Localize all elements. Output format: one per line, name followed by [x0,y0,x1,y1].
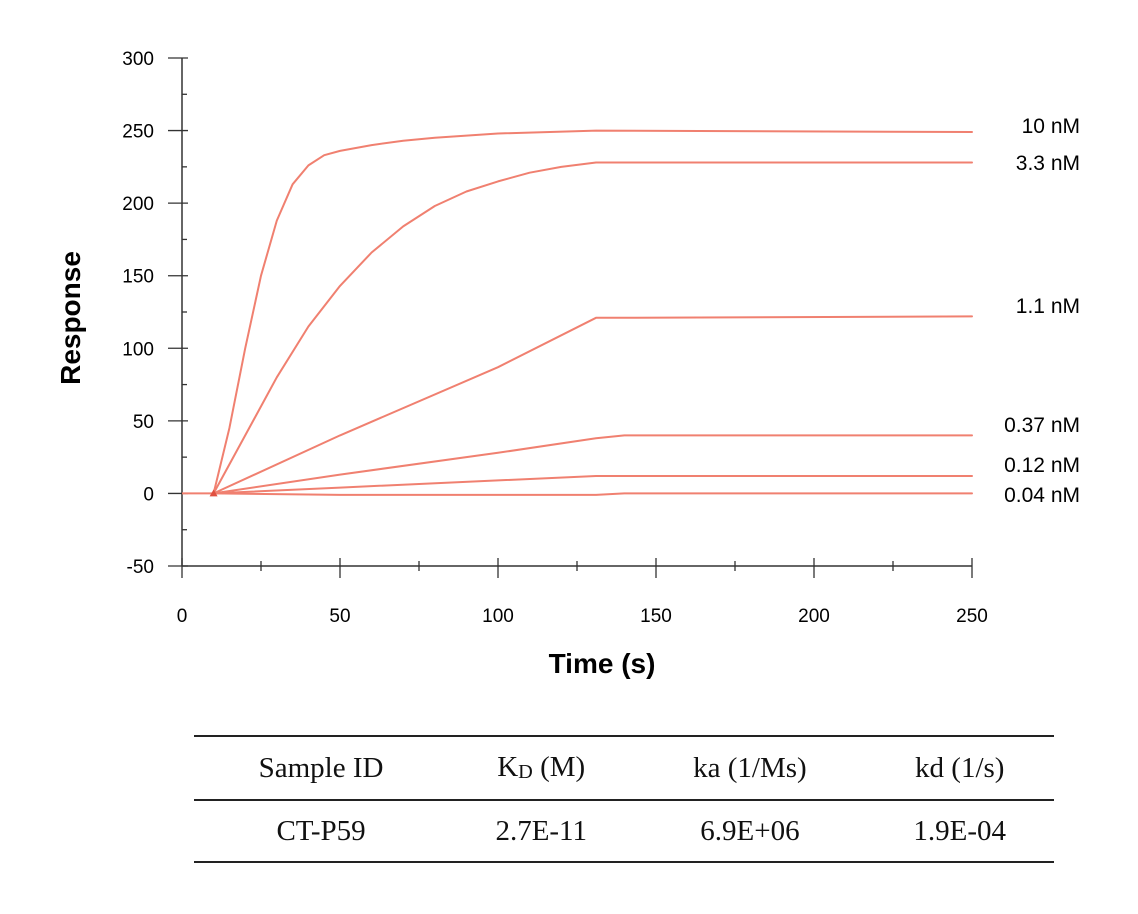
series-label: 0.04 nM [1004,484,1080,507]
header-kd-rate: kd (1/s) [865,736,1054,801]
header-kd-symbol: K [497,751,519,784]
y-tick-label: 300 [122,49,154,70]
series-label: 0.12 nM [1004,454,1080,477]
header-ka: ka (1/Ms) [634,736,866,801]
header-kd-subscript: D [518,761,533,784]
series-line-0_04-nM [212,492,973,496]
cell-kd-equilibrium: 2.7E-11 [495,814,587,847]
x-tick-label: 250 [956,606,988,627]
table-row: CT-P59 2.7E-11 6.9E+06 1.9E-04 [194,800,1054,862]
kinetics-table: Sample ID KD (M) ka (1/Ms) kd (1/s) CT-P… [194,735,1054,863]
header-kd-unit: (M) [532,751,586,784]
series-line-0_12-nM [212,475,973,495]
x-tick-label: 0 [177,606,188,627]
series-label: 1.1 nM [1016,295,1080,318]
cell-sample-id: CT-P59 [276,814,366,847]
y-tick-label: 0 [143,484,154,505]
series-line-0_37-nM [212,434,973,495]
y-tick-label: 250 [122,122,154,143]
series-label: 10 nM [1022,115,1080,138]
plot-labels: 10 nM 3.3 nM 1.1 nM 0.37 nM 0.12 nM 0.04 nM [1004,115,1080,507]
injection-marker [209,489,218,497]
table-header-row: Sample ID KD (M) ka (1/Ms) kd (1/s) [194,736,1054,801]
y-tick-label: -50 [127,557,154,578]
y-tick-label: 50 [133,412,154,433]
y-tick-label: 200 [122,194,154,215]
y-axis-title: Response [55,251,86,385]
x-tick-label: 150 [640,606,672,627]
header-sample-id: Sample ID [194,736,449,801]
series-line-1_1-nM [212,315,973,495]
series-line-3_3-nM [212,161,973,495]
sensorgram-chart: -50 0 50 100 150 200 250 300 0 50 100 150 200 250 10 … [55,49,1080,679]
x-tick-label: 100 [482,606,514,627]
series-label: 0.37 nM [1004,414,1080,437]
plot-series [182,129,973,497]
cell-ka: 6.9E+06 [700,814,800,847]
cell-kd-rate: 1.9E-04 [913,814,1007,847]
x-axis-title: Time (s) [549,648,656,679]
y-tick-label: 100 [122,339,154,360]
header-kd-equilibrium: KD (M) [448,736,635,801]
plot-axes: -50 0 50 100 150 200 250 300 0 50 100 150 200 250 [122,49,988,627]
series-line-10-nM [212,129,973,495]
x-tick-label: 50 [329,606,350,627]
x-tick-label: 200 [798,606,830,627]
series-label: 3.3 nM [1016,152,1080,175]
y-tick-label: 150 [122,267,154,288]
